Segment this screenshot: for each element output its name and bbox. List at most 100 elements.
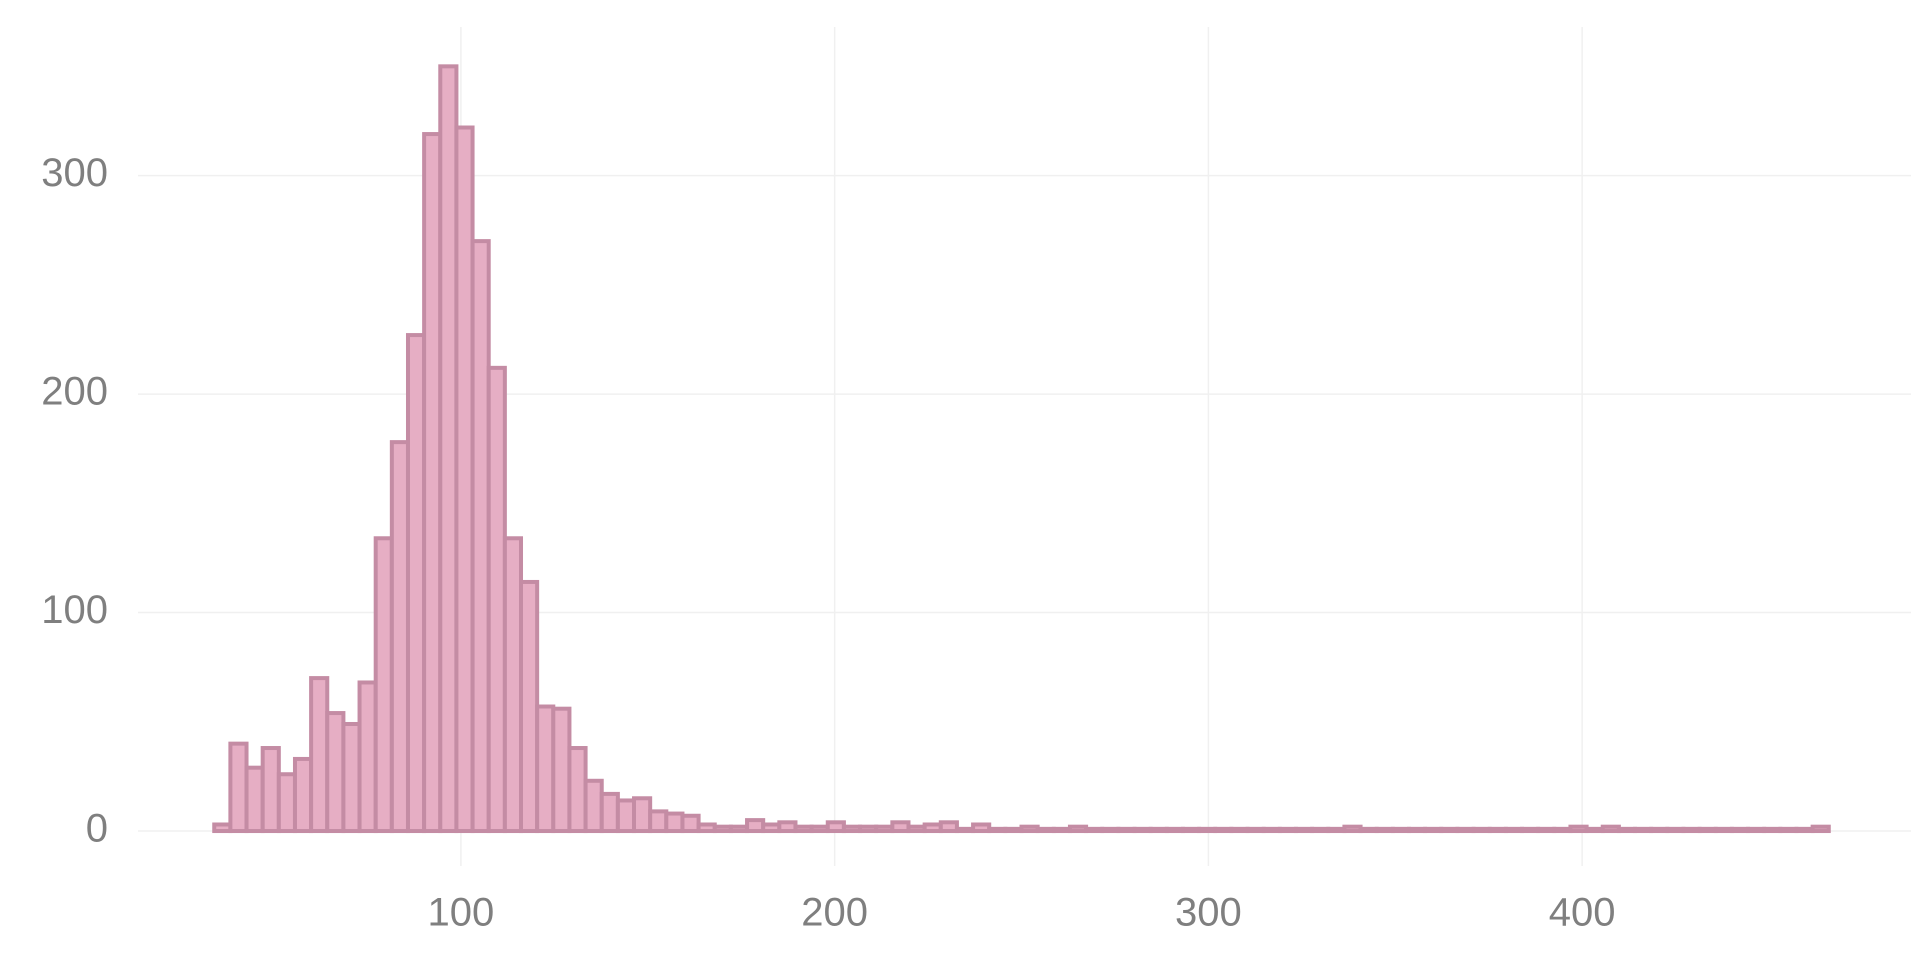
bar [1536, 826, 1557, 834]
bar [922, 822, 943, 834]
bar [1035, 826, 1056, 834]
bar [680, 813, 701, 834]
bar [1616, 826, 1638, 834]
bar [825, 820, 846, 834]
bar [1067, 824, 1089, 834]
bar [405, 333, 427, 834]
x-tick-label: 400 [1549, 891, 1616, 935]
bar [325, 711, 346, 834]
bar [535, 704, 556, 834]
bar [696, 822, 717, 834]
bar [761, 822, 782, 834]
bar [389, 440, 410, 834]
x-tick-label: 300 [1175, 891, 1242, 935]
bar [373, 536, 394, 834]
bar [1003, 826, 1024, 834]
bar [858, 824, 879, 834]
bar [357, 680, 378, 834]
x-tick-label: 200 [801, 891, 868, 935]
bar [1213, 826, 1234, 834]
bar [1439, 826, 1460, 834]
bar [1794, 826, 1815, 834]
bar [1100, 826, 1121, 834]
bar [1374, 826, 1395, 834]
bar [954, 826, 976, 834]
bar [438, 64, 459, 834]
bar [583, 778, 604, 834]
bar [1293, 826, 1315, 834]
bar [1164, 826, 1185, 834]
bar [1358, 826, 1379, 834]
bar [890, 820, 911, 834]
bar [567, 746, 588, 834]
bar [1584, 826, 1605, 834]
y-tick-label: 100 [41, 588, 108, 632]
bar [1180, 826, 1202, 834]
bar [712, 824, 733, 834]
bar [1019, 824, 1040, 834]
bar [1633, 826, 1654, 834]
bar [1649, 826, 1670, 834]
bar [551, 706, 572, 834]
bar [599, 791, 620, 834]
bar [1520, 826, 1541, 834]
bar [664, 811, 685, 834]
bar [1810, 824, 1831, 834]
bar [793, 824, 814, 834]
bar [212, 822, 233, 834]
bar [1471, 826, 1492, 834]
bar [1778, 826, 1799, 834]
bar [728, 824, 750, 834]
bar [1713, 826, 1734, 834]
bar [1568, 824, 1589, 834]
bar [648, 809, 669, 834]
bar [1051, 826, 1072, 834]
bar [1084, 826, 1105, 834]
bar [745, 818, 766, 834]
bar [971, 822, 992, 834]
bar [260, 746, 281, 834]
bar [1762, 826, 1783, 834]
bar [1116, 826, 1137, 834]
bar [841, 824, 863, 834]
bar [809, 824, 830, 834]
bar [244, 765, 265, 834]
bar [1681, 826, 1702, 834]
bar [1261, 826, 1282, 834]
bar [1552, 826, 1573, 834]
bar [519, 579, 540, 834]
bar [1455, 826, 1476, 834]
y-tick-label: 200 [41, 370, 108, 414]
bar [454, 125, 475, 834]
x-tick-label: 100 [428, 891, 495, 935]
bar [228, 741, 249, 834]
bar [1746, 826, 1767, 834]
bar [276, 772, 297, 834]
bar [938, 820, 959, 834]
bar [1423, 826, 1444, 834]
bar [1487, 826, 1508, 834]
bar [987, 826, 1008, 834]
bar [1245, 826, 1266, 834]
bar [1406, 826, 1428, 834]
bar [1600, 824, 1621, 834]
bar [874, 824, 895, 834]
bar [632, 796, 653, 834]
bar [1665, 826, 1686, 834]
bar [1229, 826, 1250, 834]
bar [1342, 824, 1363, 834]
bar [502, 536, 524, 834]
bar [292, 756, 314, 834]
bar [906, 824, 927, 834]
bar [1148, 826, 1169, 834]
bar [486, 365, 507, 834]
bar [422, 132, 443, 834]
bar [1697, 826, 1718, 834]
bar [1503, 826, 1525, 834]
bar [341, 721, 362, 834]
bar [777, 820, 798, 834]
y-tick-label: 0 [86, 807, 108, 851]
bar [1132, 826, 1153, 834]
